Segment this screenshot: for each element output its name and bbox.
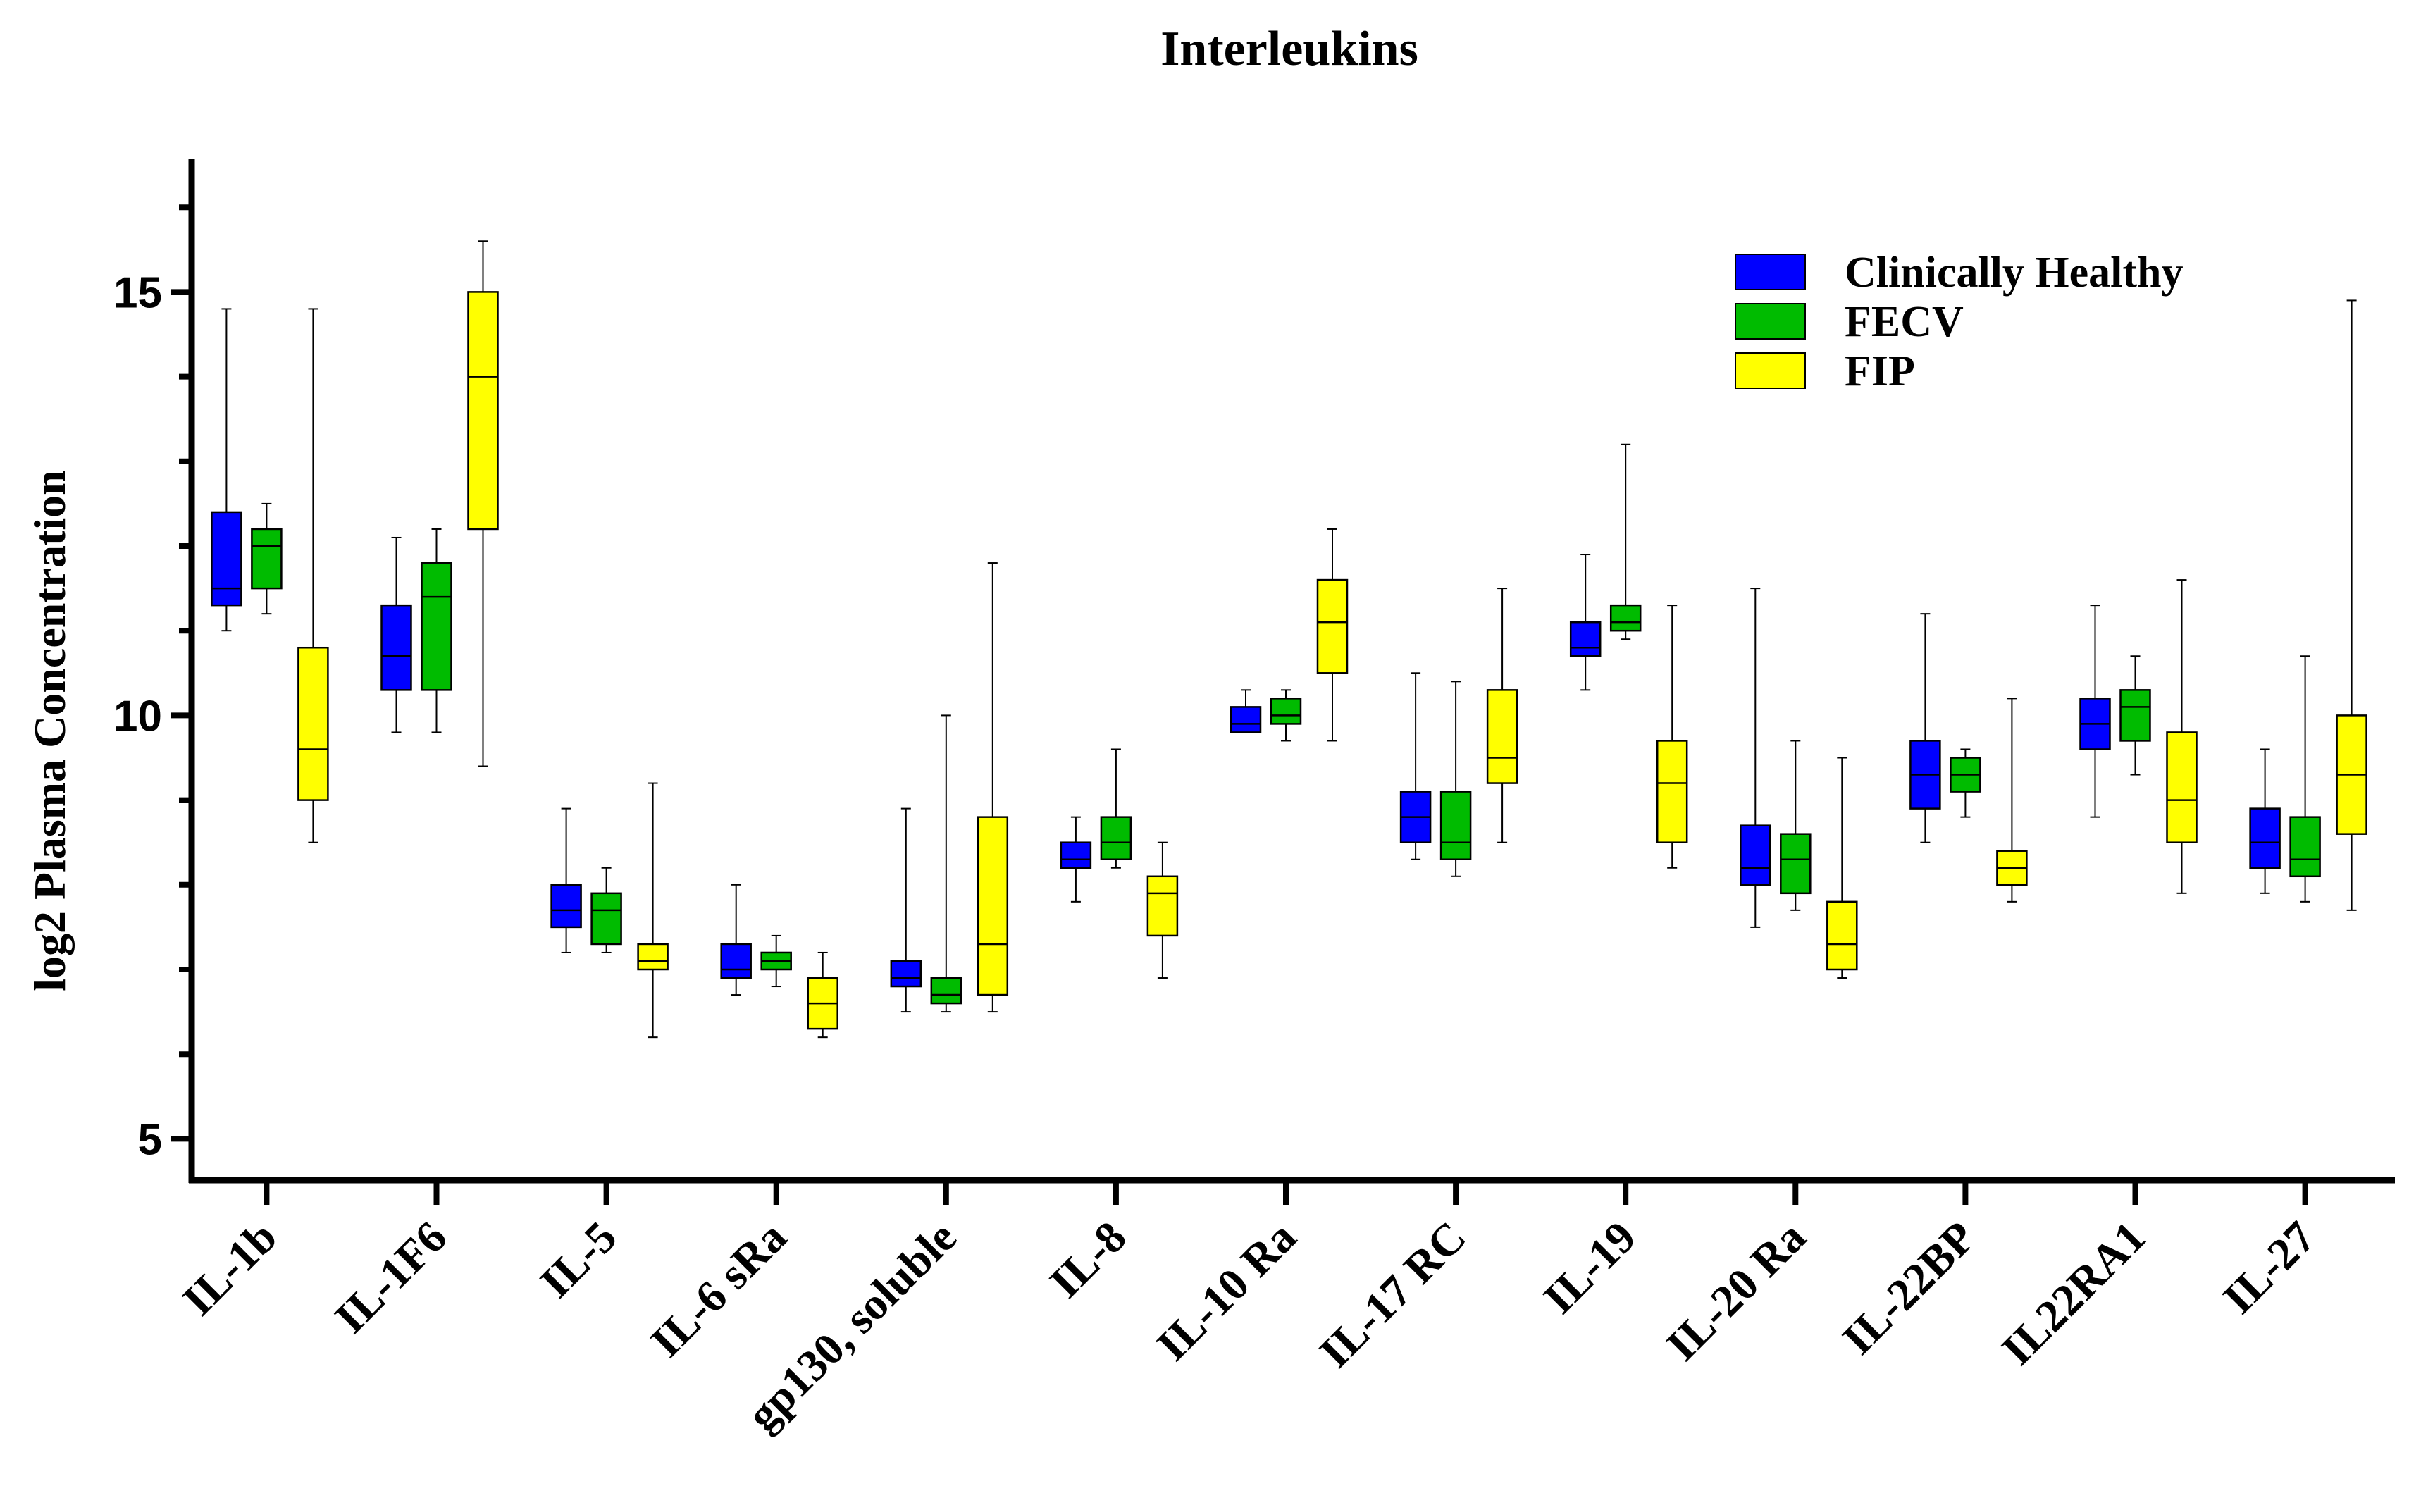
legend-swatch [1735,303,1806,340]
box-plot [1740,588,1771,928]
box-plot [467,240,499,767]
box-iqr [1100,816,1132,860]
box-plot [2119,655,2151,776]
box-iqr [467,291,499,531]
box-iqr [251,528,283,590]
box-plot [380,536,412,733]
box-plot [2079,605,2111,818]
box-plot [1826,757,1858,979]
box-plot [1909,613,1941,843]
box-iqr [1439,791,1472,860]
legend-label: FIP [1845,347,1915,395]
category-label: IL-17 RC [1310,1212,1475,1377]
box-plot [1100,748,1132,869]
box-iqr [1780,833,1812,895]
legend-swatch [1735,254,1806,290]
box-plot [807,951,838,1039]
y-tick-label: 15 [113,268,162,317]
box-iqr [720,943,752,979]
box-iqr [1569,621,1602,657]
box-iqr [1486,689,1518,784]
box-iqr [890,960,922,988]
box-plot [890,807,922,1013]
box-plot [550,807,582,953]
box-plot [1996,698,2028,903]
box-iqr [1146,875,1179,937]
category-label: IL-6 sRa [641,1212,796,1367]
box-plot [2166,579,2198,894]
legend-label: FECV [1845,298,1964,346]
box-iqr [590,892,622,946]
box-plot [251,502,283,615]
box-iqr [297,646,329,801]
box-iqr [930,977,962,1005]
box-plot [2289,655,2321,903]
box-plot [1780,740,1812,911]
box-plot [1060,816,1092,903]
box-plot [930,714,962,1013]
y-axis-label: log2 Plasma Concentration [25,470,75,991]
box-iqr [1656,740,1688,843]
box-iqr [1740,824,1771,886]
box-plot [977,562,1009,1013]
box-iqr [2249,807,2281,869]
box-iqr [1060,841,1092,869]
box-plot [720,884,752,996]
box-iqr [211,511,242,607]
box-plot [1486,588,1518,843]
box-plot [1439,681,1472,877]
box-plot [297,308,329,843]
category-label: IL-1b [173,1212,286,1325]
category-label: IL-8 [1040,1212,1136,1308]
box-plot [1656,605,1688,869]
box-iqr [2289,816,2321,878]
box-plot [211,308,242,632]
box-plot [2249,748,2281,894]
box-plot [1230,689,1262,733]
box-iqr [977,816,1009,996]
box-iqr [2166,731,2198,843]
box-iqr [380,604,412,691]
y-tick-label: 10 [113,692,162,740]
box-iqr [2119,689,2151,742]
category-label: IL-1F6 [325,1212,456,1343]
category-label: IL-27 [2213,1212,2324,1323]
box-plot [1316,528,1349,742]
box-plot [1609,443,1642,640]
box-iqr [550,884,582,929]
box-plot [637,782,669,1039]
box-iqr [1270,698,1302,725]
box-plot [760,934,792,988]
plot-area [211,240,2367,1039]
category-label: IL-22BP [1833,1212,1985,1364]
box-plot [1399,672,1432,860]
box-iqr [637,943,669,971]
box-plot [1146,841,1179,979]
legend-label: Clinically Healthy [1845,249,2184,297]
box-plot [1270,689,1302,742]
box-plot [421,528,452,733]
box-iqr [421,562,452,691]
category-label: IL22RA1 [1992,1212,2155,1375]
box-iqr [1826,900,1858,971]
box-iqr [1609,604,1642,632]
y-tick-label: 5 [138,1115,162,1164]
legend-swatch [1735,352,1806,389]
category-label: IL-20 Ra [1656,1212,1815,1370]
category-label: IL-10 Ra [1147,1212,1306,1370]
category-label: IL-19 [1534,1212,1645,1323]
chart-title: Interleukins [1160,22,1418,76]
category-label: IL-5 [531,1212,626,1308]
box-plot [2336,299,2367,911]
box-plot [1569,554,1602,691]
box-iqr [1316,578,1349,674]
box-iqr [1230,706,1262,733]
box-plot [590,867,622,953]
box-plot [1950,748,1981,818]
